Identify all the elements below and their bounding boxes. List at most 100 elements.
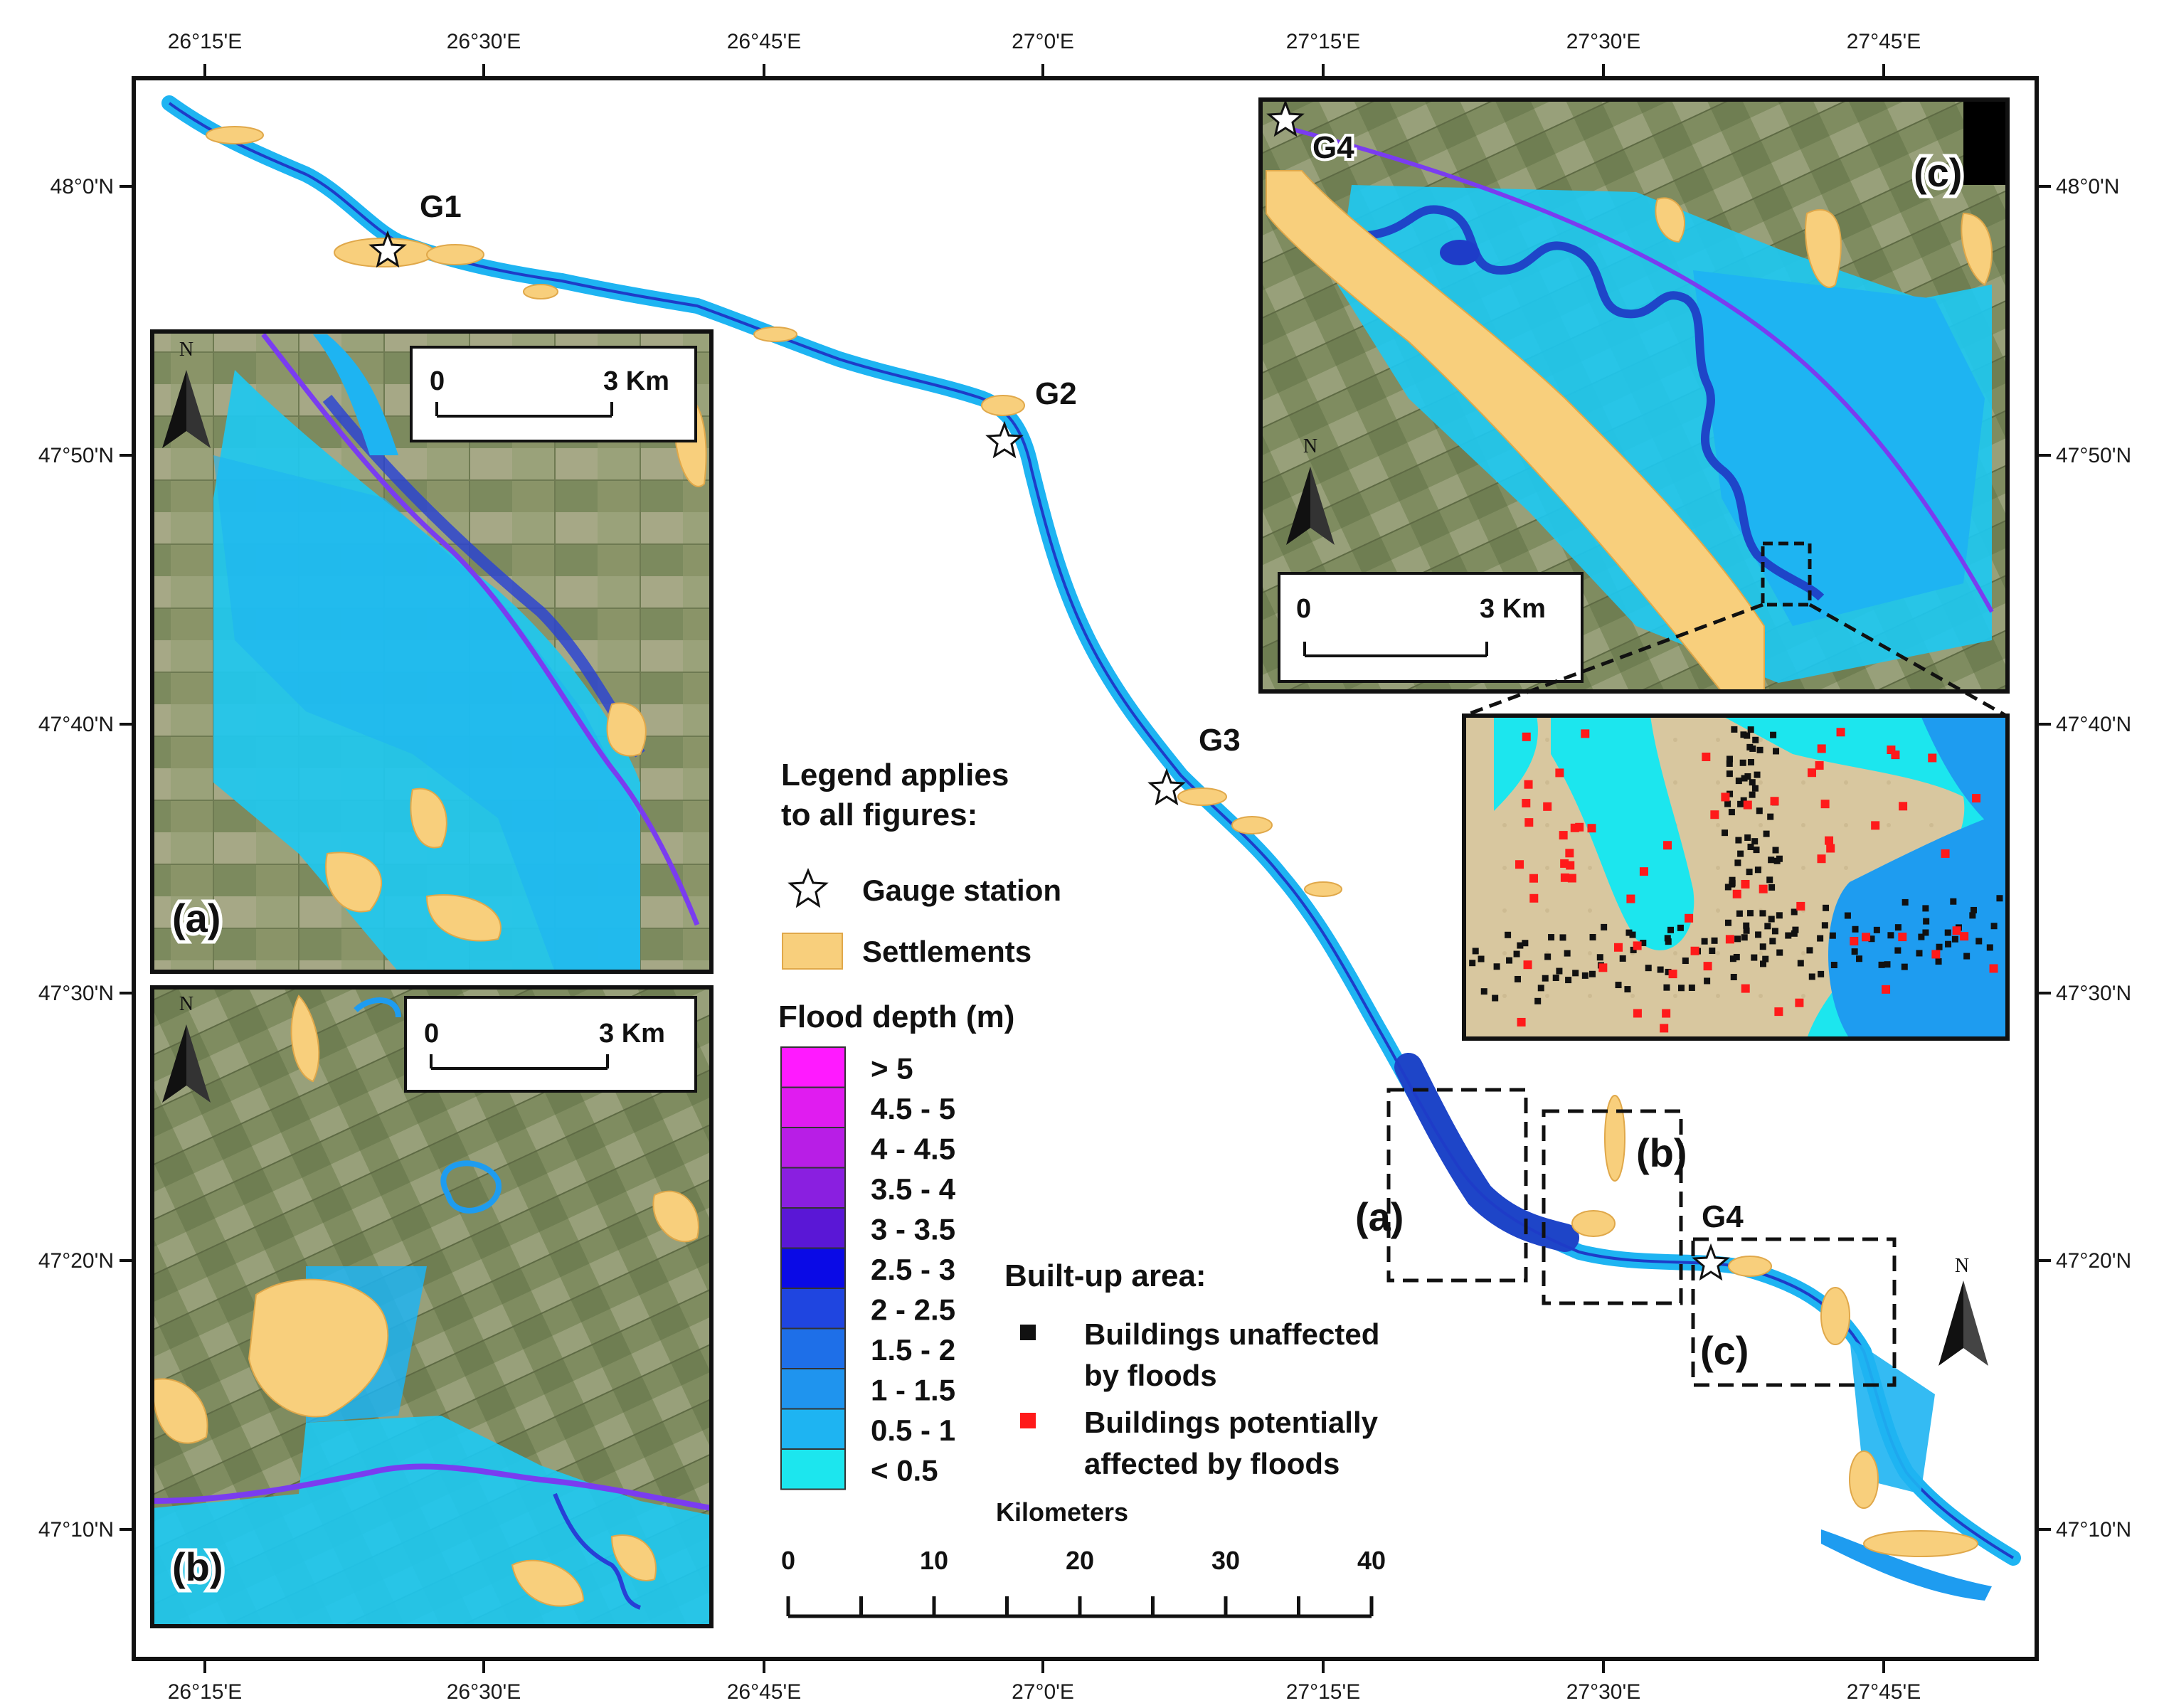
building-affected — [1524, 780, 1533, 789]
building-unaffected — [1552, 975, 1559, 982]
building-unaffected — [1734, 859, 1741, 866]
north-arrow-label: N — [1955, 1255, 1969, 1277]
building-unaffected — [1589, 933, 1596, 940]
building-unaffected — [1665, 938, 1672, 945]
extent-box-b: (b) — [1542, 1109, 1687, 1305]
extent-box-c: (c) — [1691, 1237, 1897, 1387]
building-unaffected — [1769, 938, 1776, 945]
gauge-star-icon — [368, 230, 407, 268]
building-unaffected — [1749, 745, 1756, 752]
building-unaffected — [1556, 967, 1563, 975]
longitude-graticule: 26°15'E 26°15'E 26°30'E 26°30'E 26°45'E 26°45… — [168, 30, 1921, 1704]
building-unaffected — [1808, 973, 1815, 980]
building-unaffected — [1969, 912, 1976, 919]
lon-label-bottom: 26°15'E — [168, 1680, 242, 1704]
building-unaffected — [1970, 906, 1977, 913]
building-unaffected — [1936, 943, 1943, 950]
main-scale-bar: Kilometers 0 10 20 30 40 — [781, 1497, 1386, 1618]
building-unaffected — [1852, 925, 1859, 933]
building-unaffected — [1873, 926, 1880, 933]
building-unaffected — [1619, 955, 1626, 962]
building-unaffected — [1770, 731, 1777, 738]
gauge-star-icon — [1266, 99, 1305, 137]
building-unaffected — [1856, 955, 1863, 962]
building-unaffected — [1678, 985, 1685, 992]
legend-affected-line2: affected by floods — [1084, 1447, 1340, 1480]
building-unaffected — [1752, 736, 1759, 743]
building-unaffected — [1764, 923, 1771, 930]
inset-b-scale-end: 3 Km — [599, 1019, 665, 1049]
settlement-swatch — [782, 933, 843, 970]
lon-label-bottom: 27°45'E — [1847, 1680, 1921, 1704]
building-affected — [1613, 943, 1623, 952]
building-affected — [1559, 831, 1568, 840]
inset-c-label: (c) — [1914, 150, 1962, 195]
lat-label-left: 47°10'N — [38, 1518, 114, 1542]
unaffected-buildings — [1469, 726, 2003, 1004]
inset-c-north-arrow: N — [1286, 435, 1335, 545]
lon-label-top: 27°45'E — [1847, 30, 1921, 53]
building-unaffected — [1829, 932, 1836, 939]
building-affected — [1825, 836, 1834, 845]
building-unaffected — [1922, 929, 1929, 936]
extent-label-a: (a) — [1355, 1194, 1404, 1239]
building-affected — [1663, 841, 1672, 850]
legend-title-line1: Legend applies — [781, 758, 1009, 792]
lat-label-right: 47°20'N — [2056, 1249, 2131, 1273]
flood-depth-classes: > 5 4.5 - 5 4 - 4.5 3.5 - 4 3 - 3.5 2.5 - 3 2 … — [780, 1046, 956, 1490]
depth-swatch — [780, 1288, 846, 1330]
lon-label-bottom: 27°30'E — [1566, 1680, 1640, 1704]
gauge-g4: G4 — [1692, 1199, 1744, 1281]
building-unaffected — [1918, 933, 1925, 940]
building-unaffected — [1665, 968, 1672, 975]
building-unaffected — [1894, 924, 1902, 931]
building-unaffected — [1514, 975, 1521, 982]
building-affected — [1836, 728, 1845, 737]
depth-swatch — [780, 1127, 846, 1169]
building-unaffected — [1615, 982, 1622, 989]
building-affected — [1898, 933, 1907, 942]
building-unaffected — [1726, 755, 1733, 763]
building-unaffected — [1975, 938, 1983, 945]
building-unaffected — [1588, 970, 1596, 977]
gauge-star-icon — [1147, 768, 1186, 806]
inset-c-scale-end: 3 Km — [1480, 594, 1546, 624]
building-unaffected — [1768, 856, 1775, 864]
building-affected — [1815, 761, 1824, 770]
inset-a-scale-zero: 0 — [430, 366, 445, 396]
building-unaffected — [1817, 935, 1824, 942]
north-arrow-icon — [1938, 1280, 1963, 1366]
building-affected — [1560, 873, 1569, 882]
building-unaffected — [1730, 973, 1737, 980]
building-affected — [1820, 800, 1830, 809]
building-affected — [1598, 963, 1608, 972]
legend-affected-line1: Buildings potentially — [1084, 1406, 1379, 1439]
building-unaffected — [1760, 960, 1767, 967]
gauge-label-g2: G2 — [1035, 376, 1077, 411]
building-unaffected — [1945, 940, 1952, 948]
legend-gauge-station: Gauge station — [862, 874, 1061, 907]
building-unaffected — [1640, 940, 1647, 947]
building-affected — [1587, 824, 1596, 833]
scale-tick-label: 10 — [920, 1546, 948, 1575]
building-affected — [1626, 894, 1635, 903]
lat-label-left: 48°0'N — [51, 175, 114, 198]
buildings-detail-inset — [1462, 714, 2010, 1041]
building-affected — [1567, 874, 1576, 883]
building-affected — [1972, 794, 1981, 803]
gauge-g3: G3 — [1147, 723, 1241, 806]
depth-label: < 0.5 — [871, 1454, 938, 1487]
building-unaffected — [1743, 927, 1750, 934]
affected-buildings — [1515, 728, 1998, 1033]
building-unaffected — [1677, 924, 1684, 931]
building-unaffected — [1493, 963, 1500, 970]
building-affected — [1517, 1017, 1526, 1027]
building-affected — [1685, 913, 1694, 923]
depth-swatch — [780, 1368, 846, 1410]
building-unaffected — [1923, 918, 1930, 925]
building-affected — [1639, 867, 1648, 876]
building-unaffected — [1887, 932, 1894, 939]
inset-a-label: (a) — [172, 896, 221, 940]
building-unaffected — [1749, 791, 1756, 798]
building-affected — [1633, 1009, 1642, 1018]
